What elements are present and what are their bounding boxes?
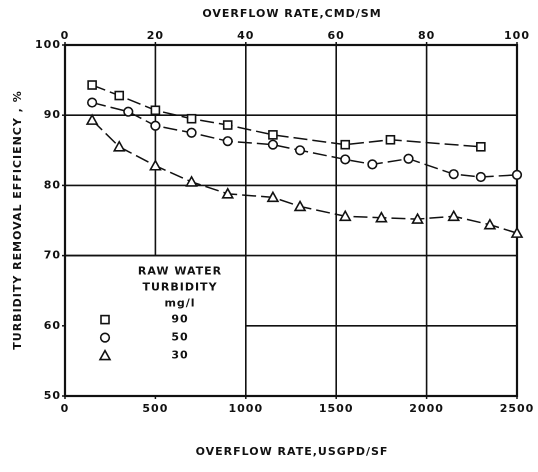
circle-marker	[511, 169, 523, 180]
circle-marker	[267, 139, 279, 150]
square-marker	[87, 80, 97, 90]
legend-title: mg/l	[164, 297, 195, 310]
x-tick-label: 1500	[319, 402, 354, 415]
legend-marker	[98, 348, 112, 361]
triangle-marker	[85, 113, 99, 125]
circle-marker	[150, 120, 161, 131]
top-tick-label: 20	[147, 29, 164, 42]
square-marker	[476, 141, 486, 152]
x-tick-label: 500	[142, 402, 168, 415]
legend-marker	[99, 332, 111, 343]
top-tick-label: 80	[418, 29, 435, 42]
top-tick-label: 100	[504, 29, 530, 42]
triangle-marker	[185, 175, 198, 187]
legend-title: RAW WATER	[138, 265, 222, 278]
triangle-marker	[375, 211, 388, 223]
x-tick-label: 0	[61, 402, 70, 415]
triangle-marker	[338, 209, 352, 222]
legend-label: 50	[171, 331, 188, 344]
square-marker	[268, 130, 278, 140]
triangle-marker	[411, 212, 424, 224]
triangle-marker	[221, 187, 235, 199]
x-tick-label: 2500	[500, 402, 535, 415]
y-tick-label: 90	[44, 108, 61, 121]
y-tick-label: 100	[35, 38, 61, 51]
circle-marker	[340, 154, 351, 165]
square-marker	[150, 105, 161, 116]
legend-marker	[100, 314, 110, 325]
top-tick-label: 40	[237, 29, 254, 42]
top-tick-label: 0	[61, 29, 70, 42]
square-marker	[186, 113, 197, 124]
legend-title: TURBIDITY	[142, 281, 217, 294]
y-tick-label: 80	[44, 178, 61, 191]
circle-marker	[87, 97, 98, 108]
triangle-marker	[266, 190, 280, 203]
top-tick-label: 60	[328, 29, 345, 42]
plot-frame	[63, 43, 519, 398]
circle-marker	[448, 169, 459, 180]
top-axis-label: OVERFLOW RATE,CMD/SM	[202, 7, 381, 20]
x-tick-label: 2000	[409, 402, 444, 415]
triangle-marker	[483, 218, 497, 230]
y-tick-label: 60	[44, 319, 61, 332]
y-tick-label: 50	[44, 389, 61, 402]
y-tick-label: 70	[44, 249, 61, 262]
x-axis-label: OVERFLOW RATE,USGPD/SF	[196, 445, 389, 458]
y-axis-label: TURBIDITY REMOVAL EFFICIENCY , %	[11, 90, 24, 349]
square-marker	[114, 90, 125, 101]
triangle-marker	[149, 159, 162, 171]
legend-label: 30	[171, 349, 188, 362]
square-marker	[385, 134, 396, 145]
square-marker	[340, 139, 351, 150]
square-marker	[222, 120, 233, 130]
circle-marker	[475, 171, 486, 183]
circle-marker	[367, 159, 378, 170]
circle-marker	[403, 153, 414, 164]
circle-marker	[186, 127, 197, 138]
triangle-marker	[447, 209, 461, 222]
legend-label: 90	[171, 313, 188, 326]
circle-marker	[123, 106, 134, 117]
triangle-marker	[510, 226, 524, 238]
circle-marker	[294, 145, 306, 156]
triangle-marker	[293, 199, 307, 212]
triangle-marker	[112, 140, 126, 152]
circle-marker	[222, 136, 233, 147]
x-tick-label: 1000	[228, 402, 263, 415]
